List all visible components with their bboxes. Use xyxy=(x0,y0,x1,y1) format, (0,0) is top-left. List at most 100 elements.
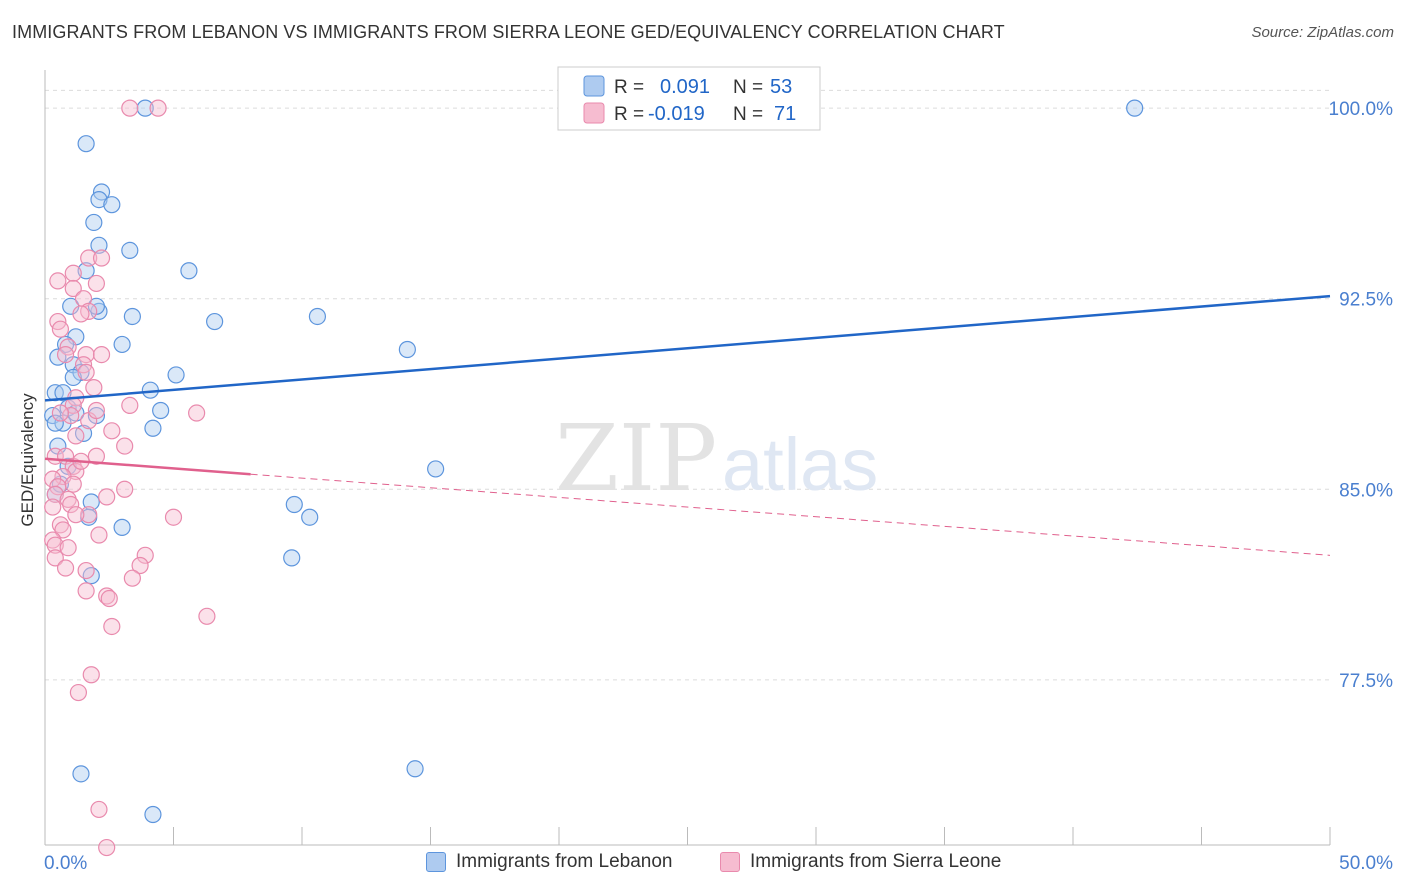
point-lebanon xyxy=(77,262,95,280)
point-lebanon xyxy=(283,549,301,567)
point-sierra-leone xyxy=(149,99,167,117)
chart-title: IMMIGRANTS FROM LEBANON VS IMMIGRANTS FR… xyxy=(12,22,1005,42)
point-sierra-leone xyxy=(72,305,90,323)
legend-n-value: 53 xyxy=(770,76,792,98)
point-sierra-leone xyxy=(92,345,111,364)
point-sierra-leone xyxy=(64,475,82,493)
point-lebanon xyxy=(144,805,162,824)
point-lebanon xyxy=(123,307,141,326)
legend-n-label: N = xyxy=(733,104,763,125)
legend-box: R = 0.091 N = 53 R = -0.019 N = 71 xyxy=(557,66,821,131)
legend-r-value: -0.019 xyxy=(648,103,705,125)
legend-label-sierra-leone: Immigrants from Sierra Leone xyxy=(750,851,1002,872)
point-lebanon xyxy=(427,460,445,478)
point-lebanon xyxy=(103,196,121,214)
point-lebanon xyxy=(85,213,103,232)
point-sierra-leone xyxy=(123,569,141,587)
watermark: ZIP atlas xyxy=(555,405,878,512)
point-sierra-leone xyxy=(54,521,72,539)
point-lebanon xyxy=(113,518,131,536)
point-lebanon xyxy=(285,495,303,514)
y-tick-label: 100.0% xyxy=(1329,99,1394,120)
legend-item-sierra-leone[interactable]: Immigrants from Sierra Leone xyxy=(720,851,1001,873)
legend-item-lebanon[interactable]: Immigrants from Lebanon xyxy=(426,851,673,873)
point-sierra-leone xyxy=(85,379,103,397)
point-sierra-leone xyxy=(198,607,216,625)
axes xyxy=(44,70,1331,846)
point-sierra-leone xyxy=(98,587,116,605)
point-lebanon xyxy=(46,414,64,432)
data-points xyxy=(44,99,1144,857)
point-sierra-leone xyxy=(121,99,139,117)
point-sierra-leone xyxy=(49,272,67,290)
x-tick-label-min: 0.0% xyxy=(44,853,87,874)
point-sierra-leone xyxy=(116,437,134,455)
legend-bottom: Immigrants from Lebanon Immigrants from … xyxy=(0,851,1406,879)
point-lebanon xyxy=(72,765,90,783)
point-sierra-leone xyxy=(77,561,95,580)
point-lebanon xyxy=(167,366,185,384)
point-sierra-leone xyxy=(62,406,80,425)
point-lebanon xyxy=(90,190,108,209)
point-sierra-leone xyxy=(69,683,88,702)
point-lebanon xyxy=(64,368,82,387)
point-lebanon xyxy=(90,236,108,254)
point-lebanon xyxy=(180,262,198,280)
point-sierra-leone xyxy=(92,249,111,267)
legend-r-value: 0.091 xyxy=(660,76,710,98)
point-sierra-leone xyxy=(67,462,85,481)
point-sierra-leone xyxy=(59,539,77,557)
point-sierra-leone xyxy=(87,274,106,293)
point-lebanon xyxy=(113,335,131,354)
point-sierra-leone xyxy=(103,617,121,636)
point-lebanon xyxy=(1126,99,1144,117)
point-lebanon xyxy=(54,384,72,402)
regression-line-sierra-leone-solid xyxy=(44,457,251,476)
point-sierra-leone xyxy=(103,422,121,440)
point-sierra-leone xyxy=(67,427,85,445)
legend-r-label: R = xyxy=(614,104,644,125)
point-lebanon xyxy=(406,760,424,778)
point-sierra-leone xyxy=(116,480,134,498)
point-sierra-leone xyxy=(67,506,85,524)
point-sierra-leone xyxy=(51,404,70,422)
regression-line-lebanon xyxy=(44,294,1331,402)
y-tick-labels: 77.5% 85.0% 92.5% 100.0% xyxy=(1329,99,1394,692)
point-sierra-leone xyxy=(80,249,98,267)
point-lebanon xyxy=(144,419,162,437)
point-sierra-leone xyxy=(87,401,106,420)
watermark-zip: ZIP xyxy=(555,405,717,512)
point-lebanon xyxy=(398,340,416,359)
legend-swatch-sierra-leone xyxy=(583,102,605,124)
y-tick-label: 92.5% xyxy=(1339,290,1393,311)
point-sierra-leone xyxy=(51,320,70,338)
point-sierra-leone xyxy=(56,559,75,577)
regression-lines xyxy=(44,294,1331,556)
point-sierra-leone xyxy=(62,495,80,514)
legend-swatch-lebanon xyxy=(426,852,446,872)
point-sierra-leone xyxy=(90,800,108,819)
point-lebanon xyxy=(206,312,224,331)
point-sierra-leone xyxy=(188,404,206,422)
point-sierra-leone xyxy=(80,506,98,524)
point-sierra-leone xyxy=(77,363,95,381)
point-lebanon xyxy=(152,401,170,420)
point-sierra-leone xyxy=(46,485,64,503)
legend-label-lebanon: Immigrants from Lebanon xyxy=(456,851,673,872)
watermark-atlas: atlas xyxy=(722,423,878,506)
point-lebanon xyxy=(308,307,327,326)
point-sierra-leone xyxy=(100,589,118,608)
point-lebanon xyxy=(301,508,319,526)
point-sierra-leone xyxy=(87,447,106,465)
point-sierra-leone xyxy=(136,546,154,564)
y-tick-label: 85.0% xyxy=(1339,480,1393,501)
point-sierra-leone xyxy=(64,264,82,282)
point-sierra-leone xyxy=(56,345,75,364)
y-axis-title: GED/Equivalency xyxy=(18,393,37,527)
y-tick-label: 77.5% xyxy=(1339,671,1393,692)
regression-line-sierra-leone-dashed xyxy=(250,473,1331,556)
point-sierra-leone xyxy=(64,279,82,298)
point-lebanon xyxy=(77,135,95,153)
point-sierra-leone xyxy=(90,526,108,544)
